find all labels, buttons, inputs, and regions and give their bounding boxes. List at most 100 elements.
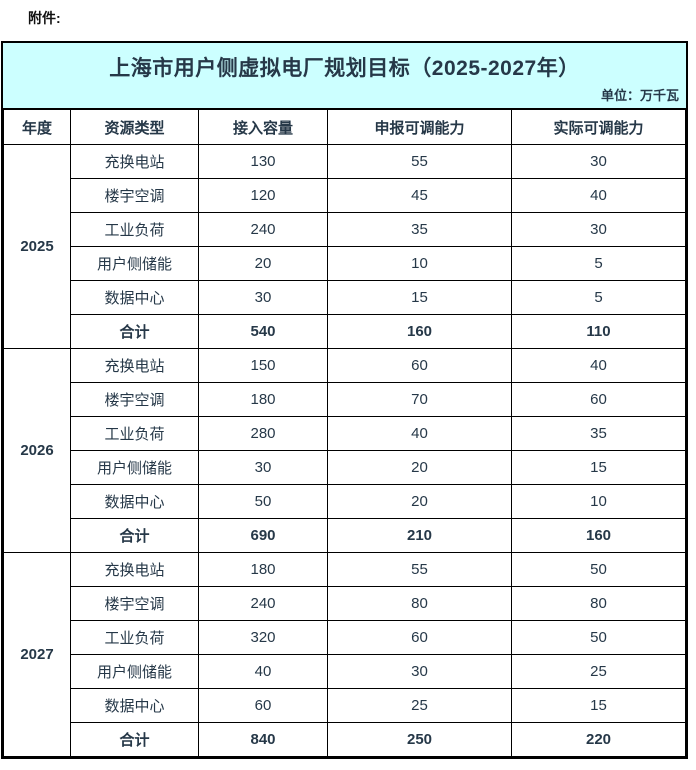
value-cell: 40: [198, 654, 328, 689]
attachment-label: 附件:: [28, 10, 61, 26]
header-row: 年度 资源类型 接入容量 申报可调能力 实际可调能力: [3, 109, 686, 145]
resource-row: 楼宇空调 120 45 40: [4, 178, 686, 213]
table-title-block: 上海市用户侧虚拟电厂规划目标（2025-2027年） 单位：万千瓦: [3, 43, 686, 109]
value-cell: 30: [198, 450, 328, 485]
value-cell: 180: [198, 552, 328, 587]
total-label-cell: 合计: [70, 722, 199, 757]
col-header-actual-adjustable: 实际可调能力: [511, 109, 686, 145]
value-cell: 30: [327, 654, 512, 689]
value-cell: 5: [511, 280, 686, 315]
data-table: 年度 资源类型 接入容量 申报可调能力 实际可调能力 2025 充换电站 130 55…: [3, 109, 686, 757]
resource-type-cell: 楼宇空调: [70, 586, 199, 621]
resource-type-cell: 用户侧储能: [70, 246, 199, 281]
resource-row: 工业负荷 280 40 35: [4, 416, 686, 451]
table-title: 上海市用户侧虚拟电厂规划目标（2025-2027年）: [109, 57, 580, 80]
value-cell: 60: [327, 620, 512, 655]
unit-note: 单位：万千瓦: [600, 88, 679, 103]
value-cell: 80: [511, 586, 686, 621]
resource-type-cell: 用户侧储能: [70, 654, 199, 689]
total-value-cell: 210: [327, 518, 512, 553]
year-cell: 2026: [3, 348, 71, 553]
value-cell: 15: [511, 450, 686, 485]
resource-type-cell: 楼宇空调: [70, 382, 199, 417]
value-cell: 25: [327, 688, 512, 723]
col-header-connected-capacity: 接入容量: [198, 109, 328, 145]
total-value-cell: 840: [198, 722, 328, 757]
value-cell: 120: [198, 178, 328, 213]
resource-type-cell: 充换电站: [70, 552, 199, 587]
total-value-cell: 110: [511, 314, 686, 349]
value-cell: 70: [327, 382, 512, 417]
total-value-cell: 160: [327, 314, 512, 349]
value-cell: 180: [198, 382, 328, 417]
total-label-cell: 合计: [70, 518, 199, 553]
resource-type-cell: 数据中心: [70, 280, 199, 315]
resource-row: 用户侧储能 40 30 25: [4, 654, 686, 689]
value-cell: 50: [198, 484, 328, 519]
resource-row: 工业负荷 320 60 50: [4, 620, 686, 655]
value-cell: 40: [327, 416, 512, 451]
total-value-cell: 220: [511, 722, 686, 757]
resource-type-cell: 充换电站: [70, 348, 199, 383]
value-cell: 80: [327, 586, 512, 621]
value-cell: 30: [511, 144, 686, 179]
value-cell: 240: [198, 586, 328, 621]
resource-row: 数据中心 30 15 5: [4, 280, 686, 315]
value-cell: 25: [511, 654, 686, 689]
value-cell: 30: [198, 280, 328, 315]
value-cell: 320: [198, 620, 328, 655]
value-cell: 35: [511, 416, 686, 451]
resource-row: 楼宇空调 240 80 80: [4, 586, 686, 621]
col-header-year: 年度: [3, 109, 71, 145]
value-cell: 60: [198, 688, 328, 723]
resource-row: 数据中心 50 20 10: [4, 484, 686, 519]
resource-row: 2026 充换电站 150 60 40: [3, 348, 686, 553]
resource-type-cell: 充换电站: [70, 144, 199, 179]
resource-type-cell: 工业负荷: [70, 620, 199, 655]
vpp-planning-table: 上海市用户侧虚拟电厂规划目标（2025-2027年） 单位：万千瓦 年度 资源类…: [1, 41, 688, 759]
resource-row: 用户侧储能 30 20 15: [4, 450, 686, 485]
value-cell: 55: [327, 144, 512, 179]
value-cell: 20: [327, 484, 512, 519]
total-row: 合计 840 250 220: [4, 722, 686, 757]
resource-row: 2025 充换电站 130 55 30: [3, 144, 686, 349]
value-cell: 10: [511, 484, 686, 519]
value-cell: 150: [198, 348, 328, 383]
resource-row: 工业负荷 240 35 30: [4, 212, 686, 247]
table-body: 2025 充换电站 130 55 30 楼宇空调 120 45 40 工业负荷 240 35 30 用户侧…: [3, 144, 686, 757]
resource-row: 楼宇空调 180 70 60: [4, 382, 686, 417]
resource-row: 2027 充换电站 180 55 50: [3, 552, 686, 757]
value-cell: 10: [327, 246, 512, 281]
resource-row: 用户侧储能 20 10 5: [4, 246, 686, 281]
total-value-cell: 160: [511, 518, 686, 553]
value-cell: 15: [511, 688, 686, 723]
value-cell: 15: [327, 280, 512, 315]
value-cell: 35: [327, 212, 512, 247]
year-cell: 2025: [3, 144, 71, 349]
value-cell: 240: [198, 212, 328, 247]
resource-row: 数据中心 60 25 15: [4, 688, 686, 723]
col-header-declared-adjustable: 申报可调能力: [327, 109, 512, 145]
value-cell: 45: [327, 178, 512, 213]
value-cell: 280: [198, 416, 328, 451]
value-cell: 55: [327, 552, 512, 587]
value-cell: 60: [511, 382, 686, 417]
value-cell: 60: [327, 348, 512, 383]
value-cell: 50: [511, 620, 686, 655]
value-cell: 50: [511, 552, 686, 587]
value-cell: 40: [511, 178, 686, 213]
total-label-cell: 合计: [70, 314, 199, 349]
total-value-cell: 690: [198, 518, 328, 553]
value-cell: 130: [198, 144, 328, 179]
resource-type-cell: 楼宇空调: [70, 178, 199, 213]
total-value-cell: 540: [198, 314, 328, 349]
total-row: 合计 540 160 110: [4, 314, 686, 349]
resource-type-cell: 数据中心: [70, 484, 199, 519]
total-row: 合计 690 210 160: [4, 518, 686, 553]
value-cell: 20: [198, 246, 328, 281]
value-cell: 30: [511, 212, 686, 247]
col-header-resource-type: 资源类型: [70, 109, 199, 145]
value-cell: 40: [511, 348, 686, 383]
resource-type-cell: 数据中心: [70, 688, 199, 723]
